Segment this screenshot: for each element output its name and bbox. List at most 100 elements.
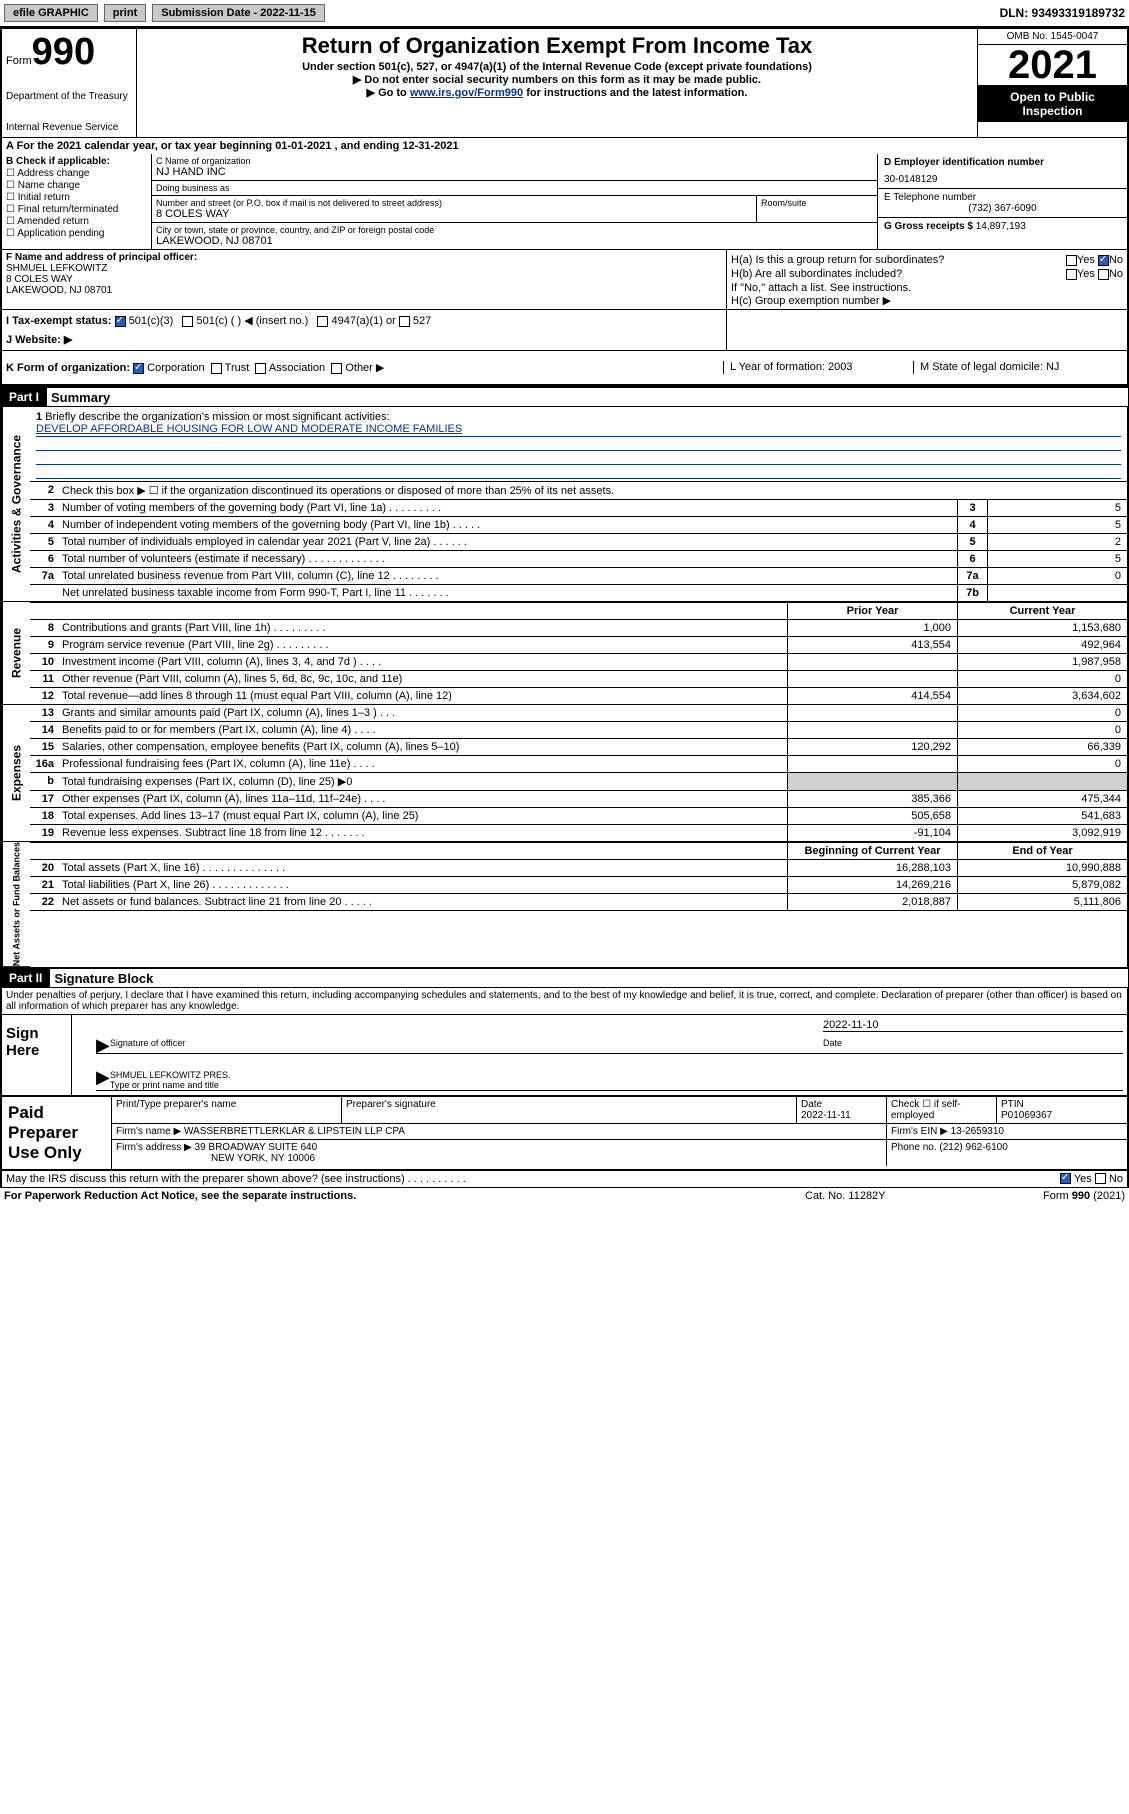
row-current: 1,987,958 [957,654,1127,670]
b-label: B Check if applicable: [6,156,110,167]
section-k: K Form of organization: Corporation Trus… [0,350,1129,386]
tax-year: 2021 [978,45,1127,86]
print-button[interactable]: print [104,4,146,22]
row-text: Program service revenue (Part VIII, line… [58,637,787,653]
firm-address: Firm's address ▶ 39 BROADWAY SUITE 640 N… [112,1140,887,1166]
room-label: Room/suite [761,198,873,208]
row-val [987,585,1127,601]
subtitle-3-post: for instructions and the latest informat… [523,87,747,99]
row-num: 13 [30,705,58,721]
row-prior: 1,000 [787,620,957,636]
table-row: 19Revenue less expenses. Subtract line 1… [30,825,1127,842]
ein-value: 30-0148129 [884,174,1121,185]
row-text: Total number of volunteers (estimate if … [58,551,957,567]
h-a-label: H(a) Is this a group return for subordin… [731,254,944,266]
gross-label: G Gross receipts $ [884,221,973,232]
h-a-answer: Yes No [1066,254,1123,266]
col-eoy: End of Year [957,843,1127,859]
pp-selfemployed[interactable]: Check ☐ if self-employed [887,1097,997,1123]
row-prior: 385,366 [787,791,957,807]
dln: DLN: 93493319189732 [1000,6,1125,20]
row-num: 12 [30,688,58,704]
opt-trust: Trust [225,362,250,374]
table-row: 10Investment income (Part VIII, column (… [30,654,1127,671]
row-prior [787,654,957,670]
row-current: 541,683 [957,808,1127,824]
header-mid: Return of Organization Exempt From Incom… [137,29,977,137]
mission-line: DEVELOP AFFORDABLE HOUSING FOR LOW AND M… [36,423,1121,437]
sig-date-label: Date [823,1038,1123,1052]
row-text: Contributions and grants (Part VIII, lin… [58,620,787,636]
chk-address-change[interactable]: ☐ Address change [6,168,147,179]
discuss-no-chk[interactable] [1095,1173,1106,1184]
row-num: 16a [30,756,58,772]
row-prior [787,773,957,790]
chk-application-pending[interactable]: ☐ Application pending [6,228,147,239]
chk-corporation[interactable] [133,363,144,374]
c-name-label: C Name of organization [156,156,873,166]
table-row: 22Net assets or fund balances. Subtract … [30,894,1127,911]
row-num: b [30,773,58,790]
row-val: 2 [987,534,1127,550]
opt-corporation: Corporation [147,362,204,374]
sig-date-value: 2022-11-10 [823,1019,1123,1032]
efile-graphic-button[interactable]: efile GRAPHIC [4,4,98,22]
discuss-yes-chk[interactable] [1060,1173,1071,1184]
arrow-icon-2: ▶ [96,1070,110,1090]
h-block: H(a) Is this a group return for subordin… [727,250,1127,309]
chk-name-change[interactable]: ☐ Name change [6,180,147,191]
phone-value: (732) 367-6090 [884,203,1121,214]
chk-initial-return[interactable]: ☐ Initial return [6,192,147,203]
firm-phone: Phone no. (212) 962-6100 [887,1140,1127,1166]
row-current: 475,344 [957,791,1127,807]
header-right: OMB No. 1545-0047 2021 Open to Public In… [977,29,1127,137]
chk-501c3[interactable] [115,316,126,327]
part-i-header: Part I Summary [0,386,1129,407]
ein-label: D Employer identification number [884,157,1121,168]
row-prior [787,756,957,772]
opt-501c: 501(c) ( ) ◀ (insert no.) [197,315,309,327]
table-row: 5Total number of individuals employed in… [30,534,1127,551]
chk-4947[interactable] [317,316,328,327]
f-block: F Name and address of principal officer:… [2,250,727,309]
row-prior [787,705,957,721]
row-prior: 2,018,887 [787,894,957,910]
form-number: 990 [32,33,95,71]
chk-amended-return[interactable]: ☐ Amended return [6,216,147,227]
table-row: 6Total number of volunteers (estimate if… [30,551,1127,568]
part-i-badge: Part I [1,388,47,406]
sign-here-label: Sign Here [2,1015,72,1094]
row-val: 5 [987,500,1127,516]
row-num: 9 [30,637,58,653]
summary-revenue: Revenue Prior Year Current Year 8Contrib… [0,602,1129,705]
org-name: NJ HAND INC [156,166,873,178]
row-num: 14 [30,722,58,738]
signer-name-label: Type or print name and title [110,1080,823,1090]
row-text: Investment income (Part VIII, column (A)… [58,654,787,670]
chk-final-return[interactable]: ☐ Final return/terminated [6,204,147,215]
row-prior: 14,269,216 [787,877,957,893]
pp-name-label: Print/Type preparer's name [112,1097,342,1123]
chk-501c[interactable] [182,316,193,327]
form990-link[interactable]: www.irs.gov/Form990 [410,87,523,99]
city-value: LAKEWOOD, NJ 08701 [156,235,873,247]
form-title: Return of Organization Exempt From Incom… [141,33,973,59]
pp-label: Paid Preparer Use Only [2,1097,112,1169]
chk-other[interactable] [331,363,342,374]
table-row: 4Number of independent voting members of… [30,517,1127,534]
section-a: A For the 2021 calendar year, or tax yea… [0,137,1129,154]
chk-trust[interactable] [211,363,222,374]
row-text: Net assets or fund balances. Subtract li… [58,894,787,910]
chk-527[interactable] [399,316,410,327]
row-current: 66,339 [957,739,1127,755]
col-b: B Check if applicable: ☐ Address change … [2,154,152,249]
chk-association[interactable] [255,363,266,374]
row-num: 15 [30,739,58,755]
officer-addr2: LAKEWOOD, NJ 08701 [6,285,112,296]
row-prior: 413,554 [787,637,957,653]
blank-line-2 [36,451,1121,465]
opt-4947: 4947(a)(1) or [332,315,396,327]
arrow-icon: ▶ [96,1038,110,1052]
table-row: 21Total liabilities (Part X, line 26) . … [30,877,1127,894]
f-label: F Name and address of principal officer: [6,252,197,263]
